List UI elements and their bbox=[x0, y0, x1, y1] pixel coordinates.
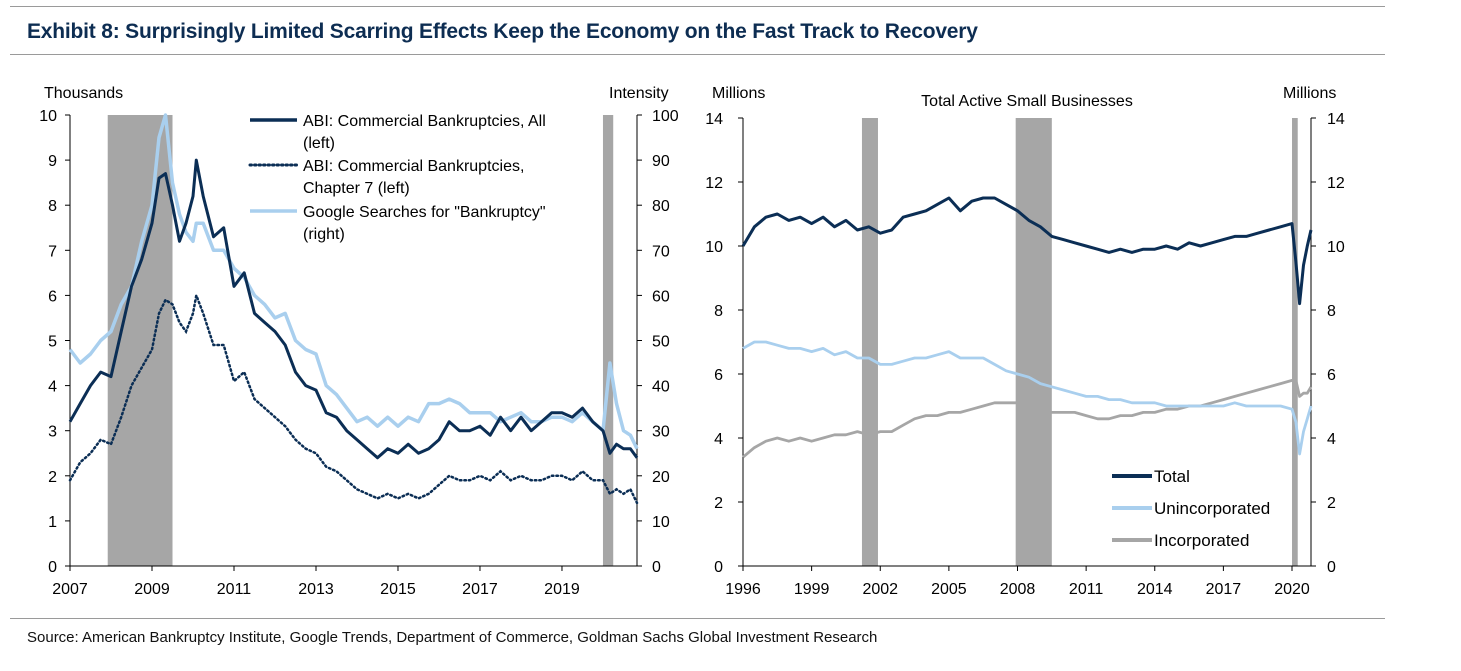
right-chart-right-axis-title: Millions bbox=[1283, 85, 1336, 102]
left-y-tick-label: 9 bbox=[48, 153, 57, 170]
right-chart-left-y-tick-label: 4 bbox=[714, 431, 723, 448]
right-chart-x-tick-label: 2002 bbox=[862, 581, 898, 598]
right-legend-label-1: Total bbox=[1154, 467, 1190, 486]
left-y-axis-title: Thousands bbox=[44, 85, 123, 102]
right-chart-x-tick-label: 1996 bbox=[725, 581, 761, 598]
right-recession-band-1 bbox=[861, 118, 878, 566]
right-chart-right-y-tick-label: 0 bbox=[1327, 559, 1336, 576]
legend-label-3: (right) bbox=[303, 226, 345, 243]
right-chart-x-tick-label: 2011 bbox=[1069, 581, 1104, 598]
series-line-total bbox=[741, 196, 1313, 306]
right-chart-left-y-tick-label: 10 bbox=[705, 239, 723, 256]
right-chart-left-y-tick-label: 6 bbox=[714, 367, 723, 384]
right-y-tick-label: 90 bbox=[652, 153, 670, 170]
left-y-tick-label: 6 bbox=[48, 288, 57, 305]
legend-label-2: Chapter 7 (left) bbox=[303, 180, 410, 197]
series-line-google-searches bbox=[68, 113, 639, 450]
left-y-tick-label: 0 bbox=[48, 559, 57, 576]
right-y-tick-label: 100 bbox=[652, 108, 679, 125]
right-chart-right-y-tick-label: 8 bbox=[1327, 303, 1336, 320]
exhibit-title: Exhibit 8: Surprisingly Limited Scarring… bbox=[27, 20, 978, 43]
left-x-tick-label: 2013 bbox=[298, 581, 334, 598]
legend-label-1: (left) bbox=[303, 135, 335, 152]
series-line-all-bankruptcies bbox=[68, 158, 639, 460]
right-chart-left-axis-title: Millions bbox=[712, 85, 765, 102]
left-x-tick-label: 2019 bbox=[544, 581, 580, 598]
legend-label-3: Google Searches for "Bankruptcy" bbox=[303, 204, 546, 221]
left-y-tick-label: 7 bbox=[48, 243, 57, 260]
right-chart-right-y-tick-label: 10 bbox=[1327, 239, 1345, 256]
right-chart-title: Total Active Small Businesses bbox=[921, 93, 1133, 110]
top-rule bbox=[10, 6, 1385, 7]
right-chart-right-y-tick-label: 4 bbox=[1327, 431, 1336, 448]
left-x-tick-label: 2009 bbox=[134, 581, 170, 598]
right-chart-x-tick-label: 2008 bbox=[1000, 581, 1036, 598]
left-y-tick-label: 5 bbox=[48, 334, 57, 351]
right-chart-x-tick-label: 2005 bbox=[931, 581, 967, 598]
right-chart-x-tick-label: 2017 bbox=[1206, 581, 1242, 598]
left-y-tick-label: 1 bbox=[48, 514, 57, 531]
left-x-tick-label: 2015 bbox=[380, 581, 416, 598]
right-chart-left-y-tick-label: 14 bbox=[705, 111, 723, 128]
right-y-tick-label: 50 bbox=[652, 334, 670, 351]
left-recession-band-2 bbox=[602, 115, 614, 566]
right-chart-right-y-tick-label: 2 bbox=[1327, 495, 1336, 512]
right-chart-left-y-tick-label: 0 bbox=[714, 559, 723, 576]
title-rule bbox=[10, 54, 1385, 55]
bottom-rule bbox=[10, 618, 1385, 619]
left-y-tick-label: 8 bbox=[48, 198, 57, 215]
left-x-tick-label: 2017 bbox=[462, 581, 498, 598]
right-y-tick-label: 80 bbox=[652, 198, 670, 215]
series-line-unincorporated bbox=[742, 340, 1313, 456]
left-y-tick-label: 4 bbox=[48, 379, 57, 396]
left-y-tick-label: 10 bbox=[39, 108, 57, 125]
right-y-tick-label: 70 bbox=[652, 243, 670, 260]
legend-label-2: ABI: Commercial Bankruptcies, bbox=[303, 158, 524, 175]
right-chart-right-y-tick-label: 14 bbox=[1327, 111, 1345, 128]
right-chart-left-y-tick-label: 8 bbox=[714, 303, 723, 320]
right-y-tick-label: 0 bbox=[652, 559, 661, 576]
legend-label-1: ABI: Commercial Bankruptcies, All bbox=[303, 113, 546, 130]
right-legend-label-3: Incorporated bbox=[1154, 531, 1249, 550]
right-chart-left-y-tick-label: 2 bbox=[714, 495, 723, 512]
right-recession-band-2 bbox=[1015, 118, 1052, 566]
series-line-incorporated bbox=[742, 379, 1313, 459]
right-chart-x-tick-label: 1999 bbox=[794, 581, 830, 598]
left-recession-band-1 bbox=[107, 115, 173, 566]
right-y-tick-label: 10 bbox=[652, 514, 670, 531]
left-x-tick-label: 2007 bbox=[52, 581, 88, 598]
right-y-axis-title: Intensity bbox=[609, 85, 669, 102]
right-recession-band-3 bbox=[1292, 118, 1298, 566]
right-y-tick-label: 60 bbox=[652, 288, 670, 305]
series-line-chapter7 bbox=[68, 290, 639, 505]
right-chart-left-y-tick-label: 12 bbox=[705, 175, 723, 192]
right-chart-x-tick-label: 2014 bbox=[1137, 581, 1173, 598]
right-legend-label-2: Unincorporated bbox=[1154, 499, 1270, 518]
right-y-tick-label: 20 bbox=[652, 469, 670, 486]
left-y-tick-label: 3 bbox=[48, 424, 57, 441]
right-chart-x-tick-label: 2020 bbox=[1274, 581, 1310, 598]
right-chart-right-y-tick-label: 6 bbox=[1327, 367, 1336, 384]
right-y-tick-label: 30 bbox=[652, 424, 670, 441]
right-chart-right-y-tick-label: 12 bbox=[1327, 175, 1345, 192]
left-y-tick-label: 2 bbox=[48, 469, 57, 486]
left-x-tick-label: 2011 bbox=[217, 581, 252, 598]
source-note: Source: American Bankruptcy Institute, G… bbox=[27, 629, 878, 646]
right-y-tick-label: 40 bbox=[652, 379, 670, 396]
